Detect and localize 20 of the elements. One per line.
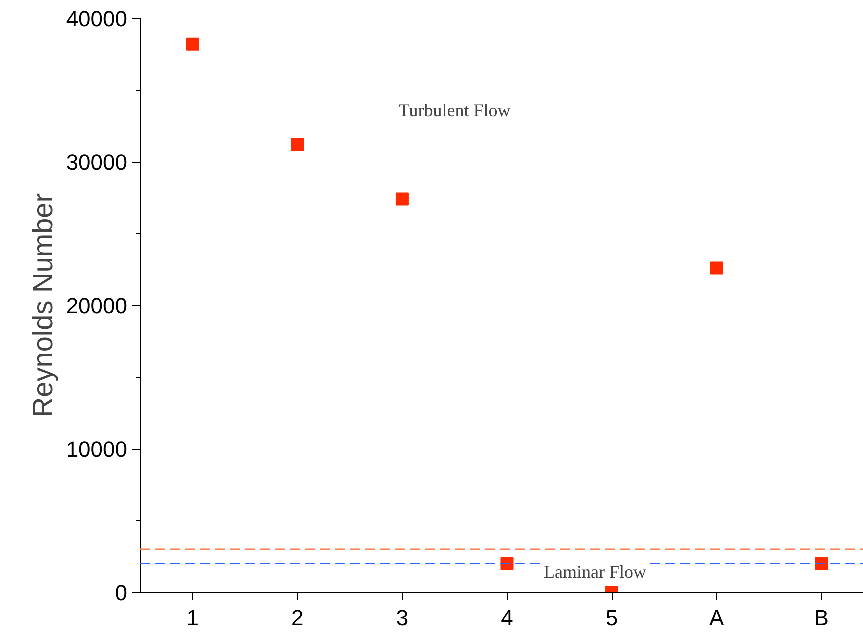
y-tick-label: 10000	[66, 437, 128, 462]
point	[186, 38, 200, 51]
point	[500, 557, 514, 570]
x-tick-label: 5	[606, 606, 618, 630]
x-tick-label: 4	[501, 606, 514, 630]
y-tick-label: 20000	[66, 294, 128, 318]
y-tick-label: 30000	[66, 150, 128, 175]
y-axis-title: Reynolds Number	[27, 193, 58, 418]
x-tick-label: 1	[186, 606, 200, 630]
y-tick-label: 0	[115, 580, 128, 606]
x-tick-label: 3	[396, 606, 409, 630]
point	[291, 138, 304, 152]
point	[710, 262, 724, 275]
x-tick-label: B	[814, 606, 829, 630]
point	[396, 192, 409, 206]
annotation: Turbulent Flow	[398, 100, 511, 120]
x-tick-label: 2	[292, 606, 304, 630]
x-tick-label: A	[709, 606, 724, 630]
y-tick-label: 40000	[66, 6, 128, 32]
ref-line-label: Laminar Flow	[544, 562, 646, 582]
